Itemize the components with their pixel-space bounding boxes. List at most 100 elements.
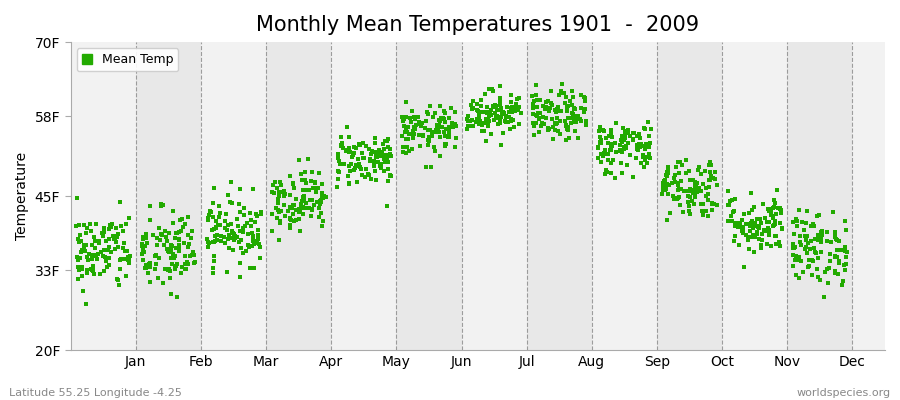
- Point: [826, 209, 841, 215]
- Y-axis label: Temperature: Temperature: [15, 152, 29, 240]
- Point: [693, 201, 707, 208]
- Point: [671, 159, 686, 166]
- Point: [639, 160, 653, 166]
- Point: [770, 187, 784, 193]
- Point: [562, 134, 576, 141]
- Point: [250, 227, 265, 233]
- Point: [570, 115, 584, 121]
- Point: [161, 246, 176, 252]
- Point: [413, 142, 428, 149]
- Point: [424, 130, 438, 137]
- Point: [336, 144, 350, 151]
- Point: [314, 191, 328, 197]
- Point: [789, 223, 804, 230]
- Point: [775, 226, 789, 232]
- Point: [449, 123, 464, 130]
- Point: [139, 235, 153, 241]
- Point: [696, 181, 710, 188]
- Point: [213, 222, 228, 228]
- Point: [656, 180, 670, 186]
- Point: [768, 233, 782, 239]
- Point: [460, 125, 474, 132]
- Point: [90, 256, 104, 262]
- Point: [792, 257, 806, 264]
- Point: [283, 215, 297, 222]
- Point: [230, 233, 244, 240]
- Point: [750, 216, 764, 222]
- Point: [532, 116, 546, 122]
- Point: [382, 171, 397, 178]
- Point: [314, 180, 328, 187]
- Point: [642, 144, 656, 150]
- Point: [367, 140, 382, 146]
- Point: [673, 159, 688, 165]
- Point: [333, 134, 347, 140]
- Point: [305, 207, 320, 213]
- Point: [552, 108, 566, 114]
- Point: [202, 217, 216, 223]
- Point: [416, 133, 430, 139]
- Point: [201, 244, 215, 250]
- Point: [398, 128, 412, 135]
- Point: [731, 224, 745, 230]
- Point: [807, 245, 822, 252]
- Point: [381, 136, 395, 142]
- Point: [577, 94, 591, 100]
- Point: [834, 247, 849, 253]
- Point: [364, 176, 378, 182]
- Point: [401, 130, 416, 137]
- Point: [639, 141, 653, 147]
- Point: [490, 114, 504, 121]
- Point: [172, 248, 186, 254]
- Point: [723, 202, 737, 208]
- Point: [298, 204, 312, 211]
- Point: [800, 250, 814, 256]
- Point: [605, 141, 619, 148]
- Point: [92, 238, 106, 244]
- Point: [311, 204, 326, 211]
- Point: [659, 172, 673, 178]
- Point: [286, 211, 301, 218]
- Point: [774, 207, 788, 213]
- Point: [670, 196, 685, 202]
- Point: [655, 191, 670, 197]
- Bar: [526, 42, 592, 350]
- Point: [425, 129, 439, 136]
- Point: [86, 256, 100, 262]
- Point: [227, 231, 241, 238]
- Point: [109, 224, 123, 231]
- Point: [561, 115, 575, 121]
- Point: [442, 115, 456, 121]
- Point: [682, 208, 697, 214]
- Point: [620, 140, 634, 146]
- Point: [407, 114, 421, 120]
- Point: [578, 98, 592, 104]
- Point: [103, 222, 117, 229]
- Point: [814, 233, 829, 239]
- Point: [758, 214, 772, 221]
- Point: [661, 217, 675, 223]
- Point: [111, 244, 125, 250]
- Point: [76, 266, 90, 272]
- Point: [333, 161, 347, 167]
- Bar: [331, 42, 396, 350]
- Point: [428, 129, 443, 135]
- Point: [107, 236, 122, 242]
- Point: [662, 210, 677, 216]
- Point: [246, 186, 260, 192]
- Point: [630, 146, 644, 152]
- Point: [813, 212, 827, 218]
- Point: [829, 236, 843, 242]
- Point: [356, 150, 370, 156]
- Point: [342, 149, 356, 156]
- Point: [742, 234, 757, 240]
- Point: [370, 154, 384, 160]
- Title: Monthly Mean Temperatures 1901  -  2009: Monthly Mean Temperatures 1901 - 2009: [256, 15, 699, 35]
- Point: [317, 193, 331, 200]
- Point: [383, 150, 398, 157]
- Point: [429, 127, 444, 134]
- Point: [119, 272, 133, 279]
- Point: [481, 116, 495, 123]
- Point: [228, 235, 242, 241]
- Point: [306, 185, 320, 191]
